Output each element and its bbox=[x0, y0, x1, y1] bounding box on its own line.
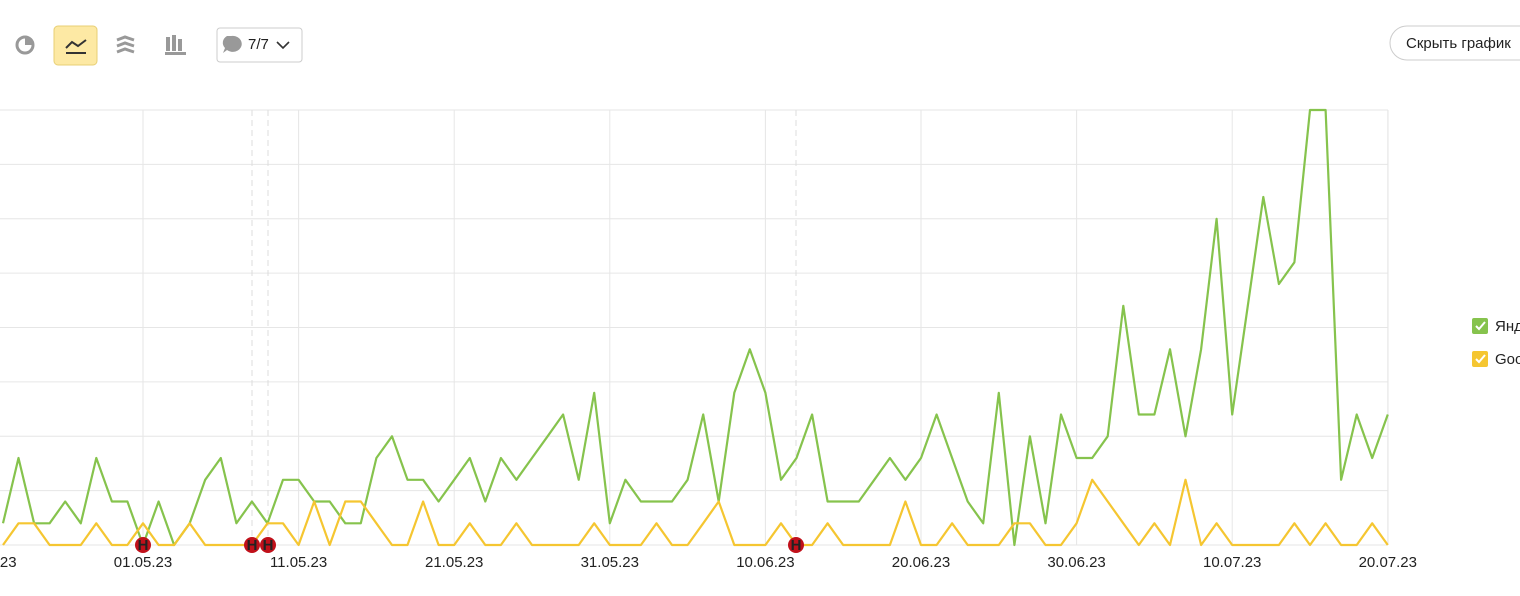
hide-chart-button[interactable] bbox=[1389, 25, 1520, 61]
chart-type-bars[interactable] bbox=[165, 35, 186, 55]
legend-check bbox=[1475, 354, 1486, 364]
x-tick-label: 30.06.23 bbox=[1047, 554, 1105, 571]
legend-label: Goo bbox=[1495, 351, 1520, 368]
legend-checkbox bbox=[1472, 318, 1488, 334]
chart-type-area[interactable] bbox=[116, 35, 135, 54]
hide-chart-label: Скрыть график bbox=[1406, 35, 1511, 52]
x-tick-label: 21.05.23 bbox=[425, 554, 483, 571]
comment-icon bbox=[222, 35, 242, 53]
annotation-marker bbox=[244, 537, 260, 553]
chart-type-pie[interactable] bbox=[15, 35, 35, 55]
comments-dropdown[interactable] bbox=[216, 27, 303, 63]
x-tick-label: 10.07.23 bbox=[1203, 554, 1261, 571]
x-tick-label: 11.05.23 bbox=[270, 554, 327, 571]
series-line bbox=[1, 108, 1389, 547]
chevron bbox=[276, 41, 290, 50]
legend-check bbox=[1475, 321, 1486, 331]
x-tick-label: 20.07.23 bbox=[1359, 554, 1417, 571]
comments-count: 7/7 bbox=[248, 36, 269, 53]
series-line bbox=[2, 478, 1389, 547]
x-tick-label: 10.06.23 bbox=[736, 554, 794, 571]
annotation-label: Н bbox=[138, 537, 149, 554]
x-tick-label: 31.05.23 bbox=[581, 554, 639, 571]
annotation-marker bbox=[788, 537, 804, 553]
annotation-label: Н bbox=[247, 537, 258, 554]
annotation-marker bbox=[260, 537, 276, 553]
line-icon bbox=[65, 39, 87, 54]
legend-label: Янд bbox=[1495, 318, 1520, 335]
annotation-label: Н bbox=[263, 537, 274, 554]
annotation-label: Н bbox=[791, 537, 802, 554]
x-tick-label: 21.04.23 bbox=[0, 554, 17, 571]
x-tick-label: 01.05.23 bbox=[114, 554, 172, 571]
x-tick-label: 20.06.23 bbox=[892, 554, 950, 571]
annotation-marker bbox=[135, 537, 151, 553]
legend-checkbox bbox=[1472, 351, 1488, 367]
